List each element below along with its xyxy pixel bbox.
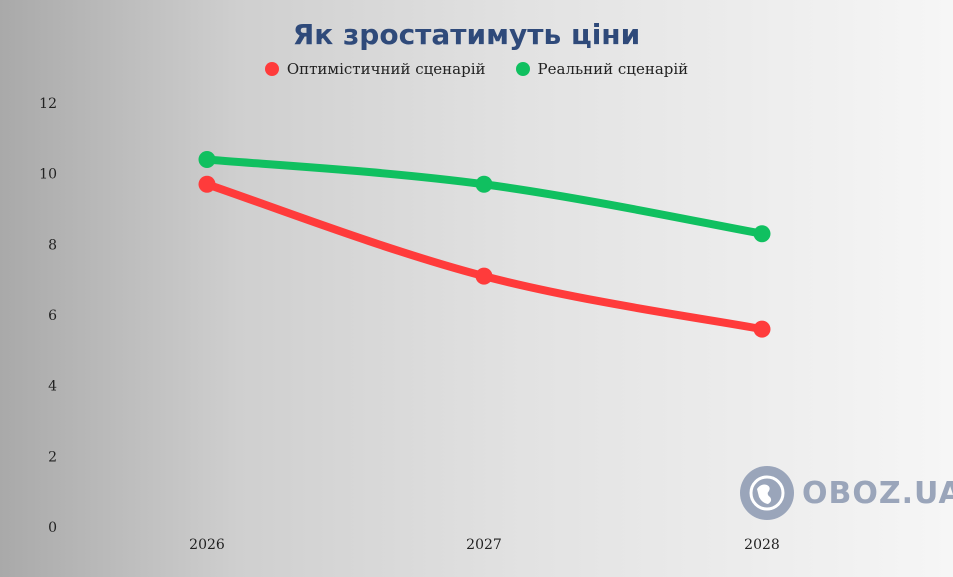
y-tick-label: 4 xyxy=(48,379,57,395)
y-tick-label: 6 xyxy=(48,308,57,324)
data-point-optimistic xyxy=(753,320,771,338)
legend-label-real: Реальний сценарій xyxy=(537,60,689,78)
chart-title: Як зростатимуть ціни xyxy=(292,18,641,51)
y-tick-label: 2 xyxy=(48,449,57,465)
watermark-text: OBOZ.UA xyxy=(802,475,953,511)
legend-item-optimistic: Оптимістичний сценарій xyxy=(264,60,486,78)
watermark: OBOZ.UA xyxy=(740,466,953,520)
series-line-optimistic xyxy=(203,180,766,334)
data-point-real xyxy=(753,225,771,243)
legend-item-real: Реальний сценарій xyxy=(515,60,689,78)
y-tick-label: 12 xyxy=(39,96,57,112)
data-point-real xyxy=(475,175,493,193)
x-tick-label: 2026 xyxy=(189,537,225,553)
data-point-real xyxy=(198,151,216,169)
globe-icon xyxy=(740,466,794,520)
legend-marker-optimistic xyxy=(264,62,279,76)
series-line-real xyxy=(203,155,766,238)
x-tick-label: 2028 xyxy=(744,537,780,553)
data-point-optimistic xyxy=(475,267,493,285)
x-tick-label: 2027 xyxy=(466,537,502,553)
legend: Оптимістичний сценарій Реальний сценарій xyxy=(0,60,953,78)
y-tick-label: 0 xyxy=(48,520,57,536)
y-tick-label: 10 xyxy=(39,167,57,183)
data-point-optimistic xyxy=(198,175,216,193)
legend-label-optimistic: Оптимістичний сценарій xyxy=(286,60,486,78)
legend-marker-real xyxy=(515,62,530,76)
y-tick-label: 8 xyxy=(48,237,57,253)
